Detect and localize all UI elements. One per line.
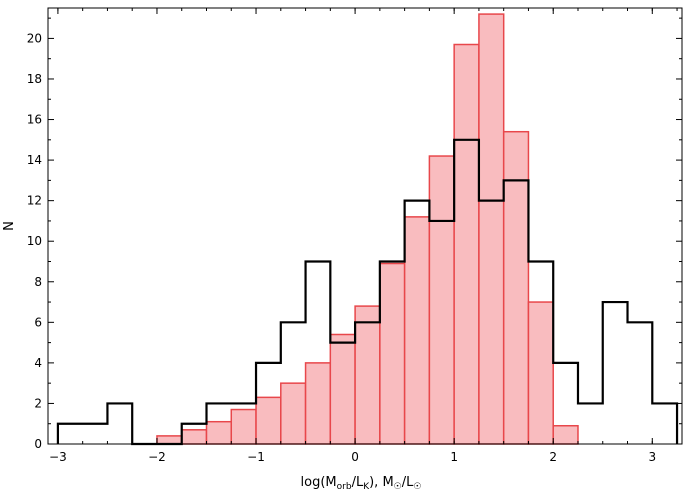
x-tick-label: −3	[49, 450, 67, 464]
series-1	[156, 13, 579, 445]
outline-bar-2	[107, 403, 132, 444]
filled-bar-11	[428, 155, 455, 445]
filled-bar-9	[379, 262, 406, 445]
filled-bar-1	[180, 429, 208, 445]
x-tick-label: 3	[648, 450, 656, 464]
filled-bar-0	[156, 435, 183, 445]
y-axis-label: N	[2, 221, 17, 231]
filled-bar-15	[527, 301, 554, 445]
filled-bar-7	[329, 333, 356, 445]
y-tick-label: 16	[27, 113, 42, 127]
filled-bar-2	[205, 420, 233, 445]
outline-bar-23	[628, 322, 653, 444]
y-tick-label: 6	[34, 315, 42, 329]
x-axis-label: log(Morb/LK), M☉/L☉	[301, 475, 422, 491]
x-tick-label: −1	[247, 450, 265, 464]
outline-bar-0	[58, 424, 83, 444]
x-tick-label: −2	[148, 450, 166, 464]
filled-bar-8	[354, 305, 381, 445]
outline-bar-24	[652, 403, 677, 444]
filled-bar-6	[304, 362, 332, 445]
filled-bar-10	[403, 216, 431, 445]
filled-bar-16	[552, 424, 579, 445]
filled-bar-12	[453, 43, 480, 445]
outline-bar-21	[578, 403, 603, 444]
y-tick-label: 0	[34, 437, 42, 451]
y-tick-label: 2	[34, 396, 42, 410]
filled-bar-13	[478, 13, 505, 445]
plot-area	[56, 13, 679, 446]
x-tick-label: 1	[450, 450, 458, 464]
plot-frame	[47, 7, 683, 445]
y-tick-label: 20	[27, 31, 42, 45]
x-tick-label: 0	[351, 450, 359, 464]
y-tick-label: 14	[27, 153, 42, 167]
x-tick-label: 2	[549, 450, 557, 464]
y-tick-label: 8	[34, 275, 42, 289]
filled-bar-4	[255, 396, 282, 445]
y-tick-label: 4	[34, 356, 42, 370]
outline-bar-22	[603, 302, 628, 444]
filled-bar-3	[230, 408, 257, 445]
y-tick-label: 12	[27, 194, 42, 208]
filled-bar-5	[280, 382, 307, 445]
y-tick-label: 18	[27, 72, 42, 86]
outline-bar-1	[83, 424, 108, 444]
y-tick-label: 10	[27, 234, 42, 248]
filled-bar-14	[502, 130, 530, 445]
